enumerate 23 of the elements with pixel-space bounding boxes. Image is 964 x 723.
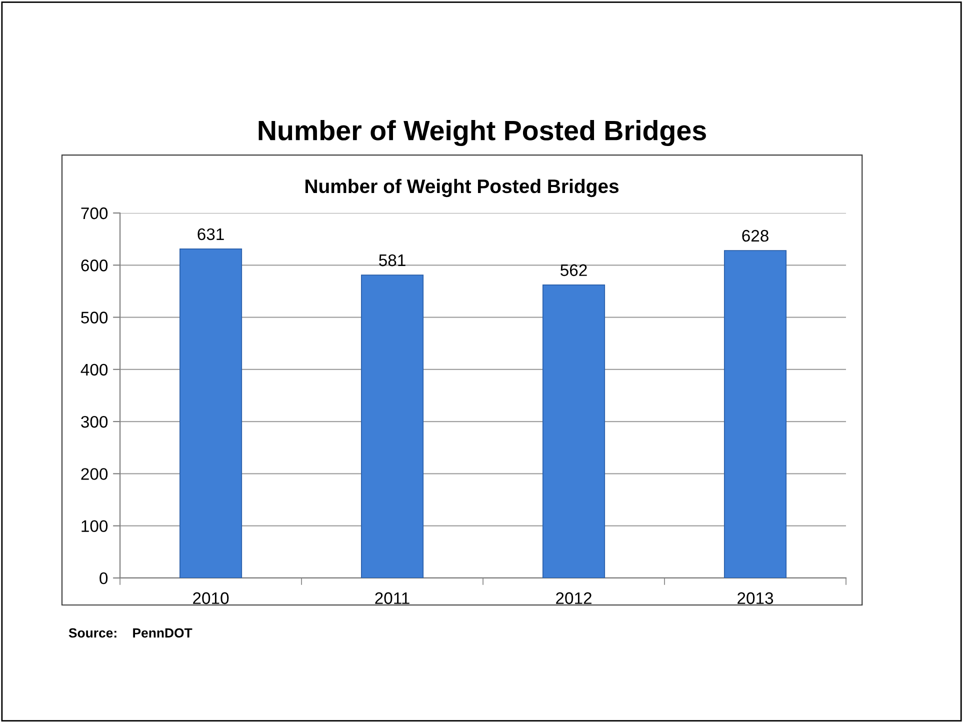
data-label: 581 <box>379 254 406 266</box>
bar <box>360 274 424 578</box>
y-tick-label: 0 <box>100 572 108 584</box>
data-label: 562 <box>560 264 587 276</box>
x-tick-label: 2012 <box>556 592 592 604</box>
chart-subtitle: Number of Weight Posted Bridges <box>306 178 619 198</box>
y-tick-label: 100 <box>82 520 108 532</box>
data-label: 628 <box>742 230 768 242</box>
bar <box>179 248 242 578</box>
data-label: 631 <box>198 228 224 240</box>
y-tick-label: 500 <box>81 312 108 324</box>
source-note: Source: PennDOT <box>68 628 192 638</box>
y-tick-label: 300 <box>81 416 108 428</box>
x-tick-label: 2010 <box>193 592 229 604</box>
chart-title: Number of Weight Posted Bridges <box>258 120 706 146</box>
y-tick-label: 400 <box>80 364 108 376</box>
y-tick-label: 700 <box>81 207 108 220</box>
bar <box>724 250 787 578</box>
bar <box>542 284 606 578</box>
x-tick-label: 2011 <box>375 592 410 604</box>
x-tick-label: 2013 <box>738 592 774 604</box>
y-tick-label: 200 <box>81 468 108 480</box>
y-tick-label: 600 <box>81 260 108 272</box>
